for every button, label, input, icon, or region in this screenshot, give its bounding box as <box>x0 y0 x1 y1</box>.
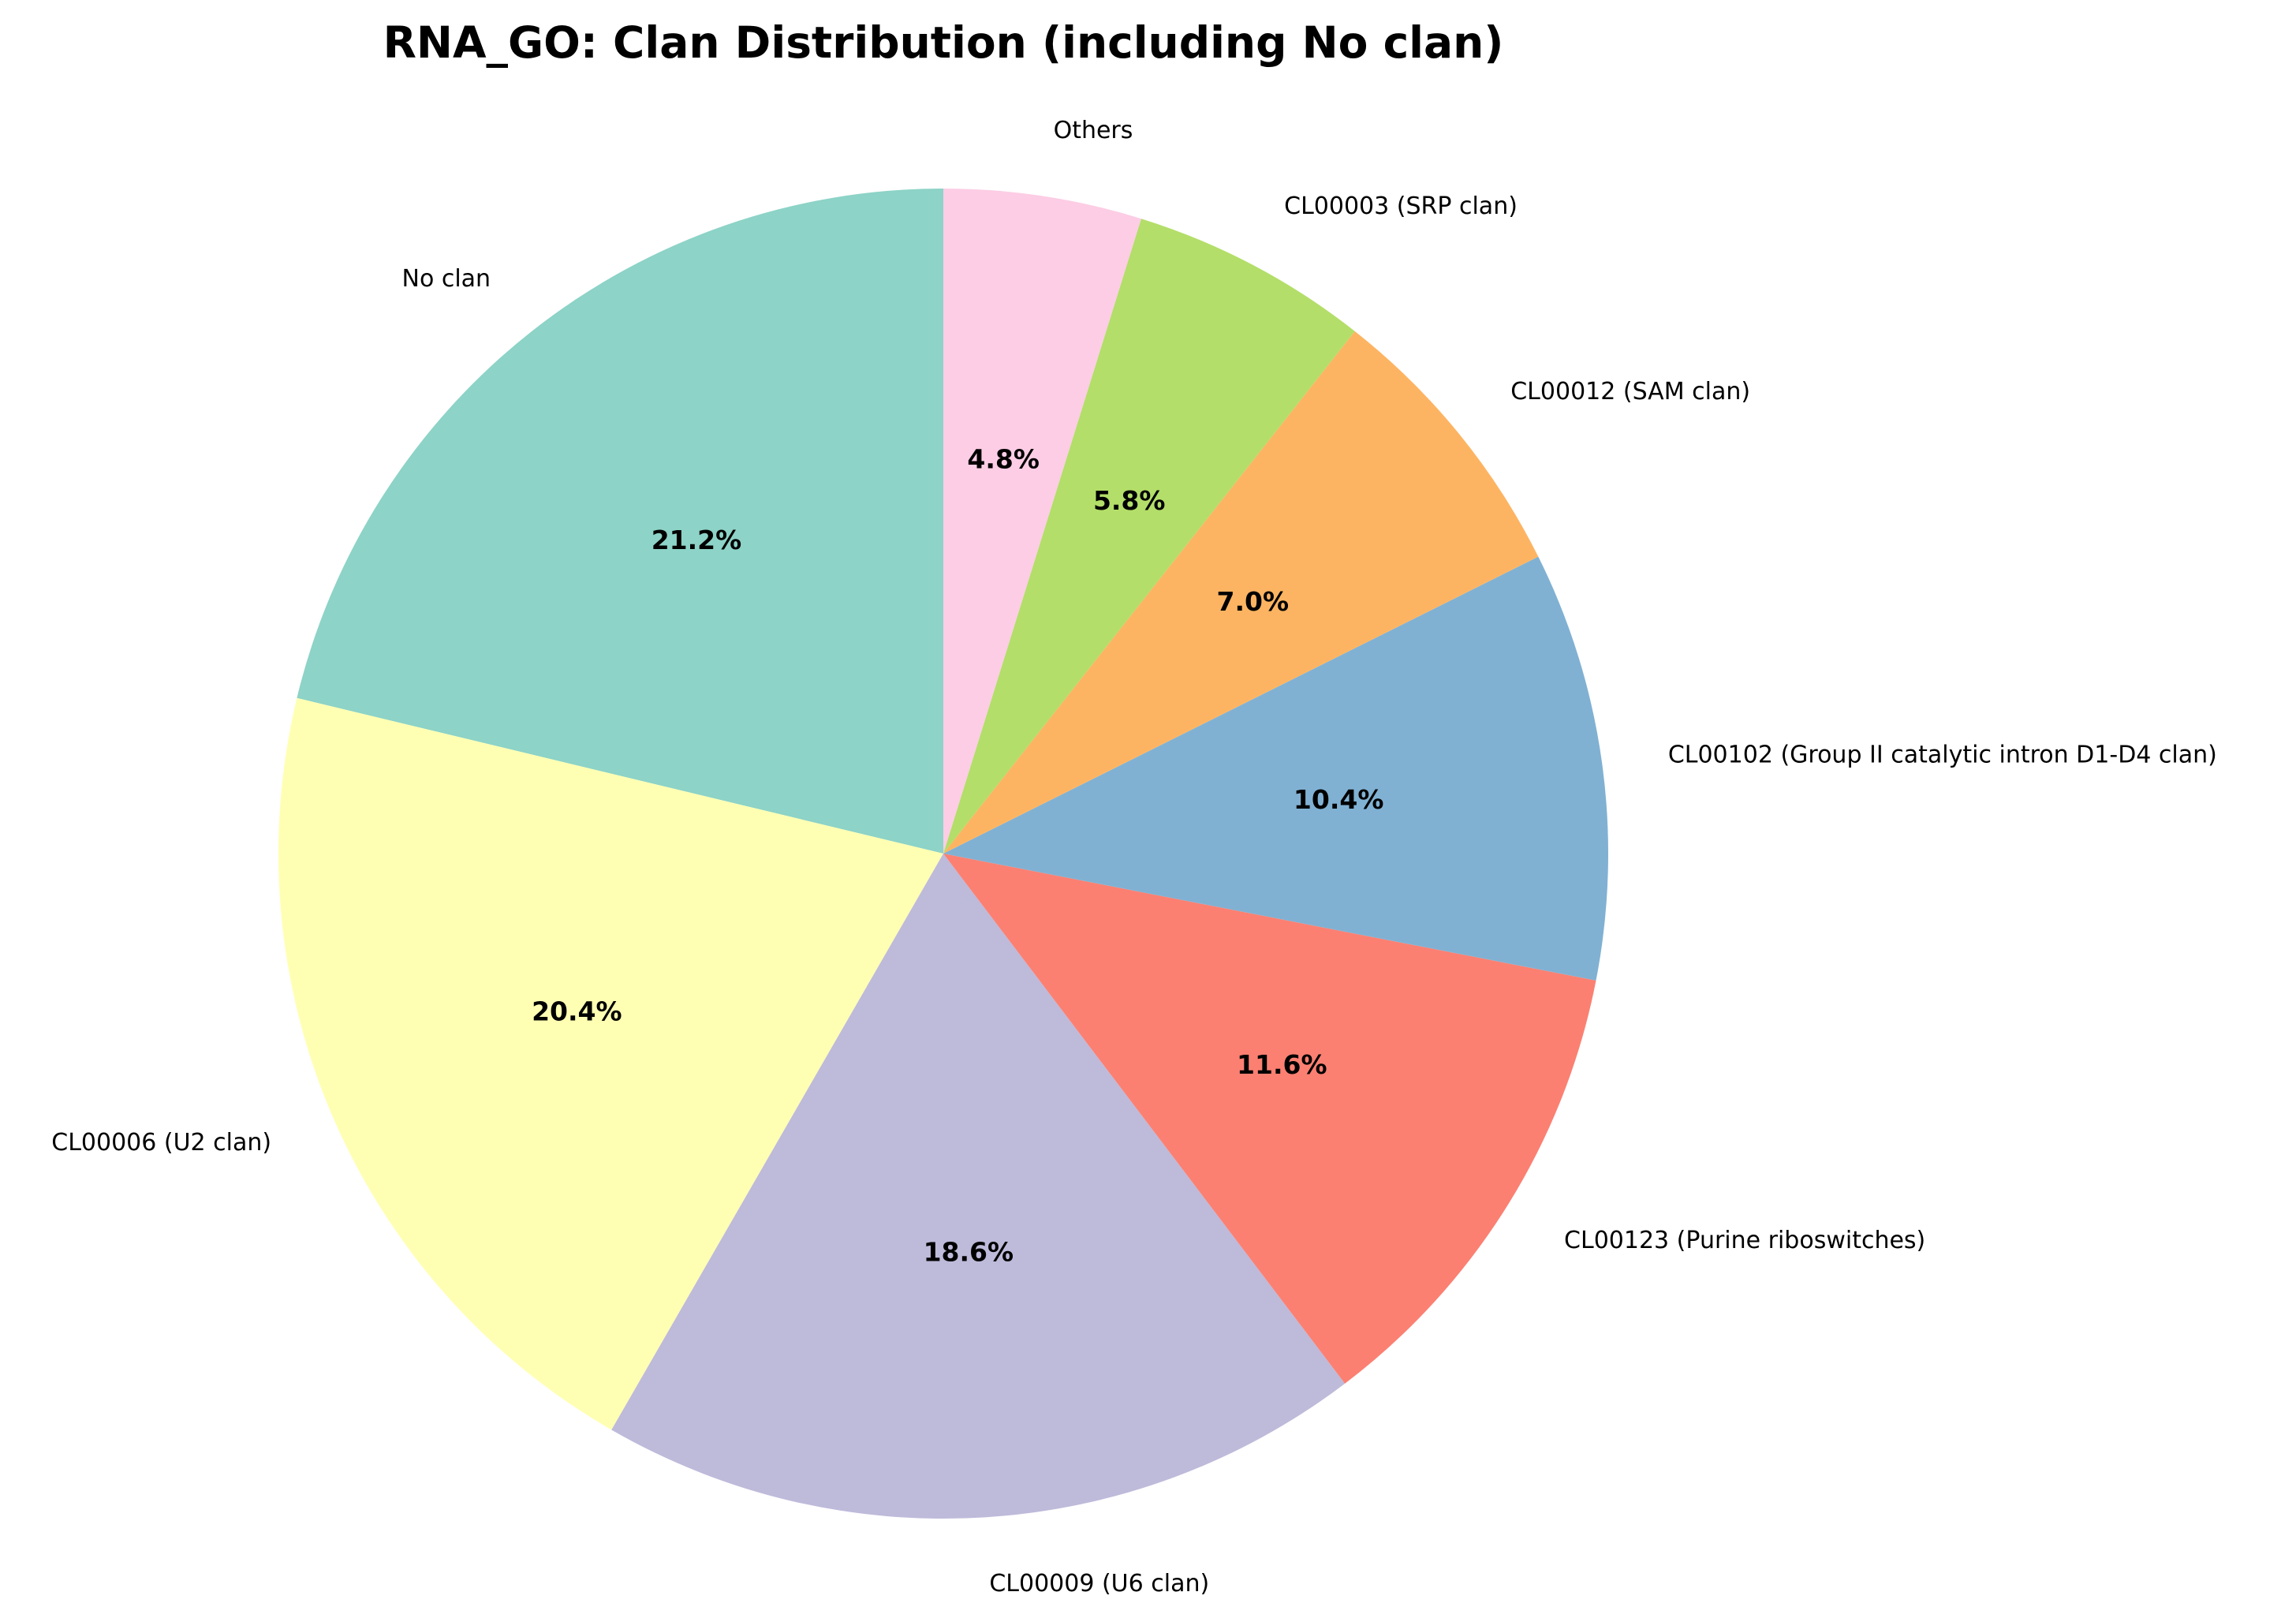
pie-slice-cl00102-group-ii-catalytic-intron-d1-d4-clan <box>943 556 1608 981</box>
percent-label-no-clan: 21.2% <box>651 525 742 555</box>
percent-label-cl00123-purine-riboswitches: 11.6% <box>1237 1049 1327 1080</box>
slice-label-cl00102-group-ii-catalytic-intron-d1-d4-clan: CL00102 (Group II catalytic intron D1-D4… <box>1668 741 2217 768</box>
slice-label-cl00123-purine-riboswitches: CL00123 (Purine riboswitches) <box>1564 1227 1925 1254</box>
percent-labels: 21.2% 20.4% 18.6% 11.6% 10.4% 7.0% 5.8% 4.8% <box>532 443 1383 1267</box>
pie-slice-cl00009-u6-clan <box>611 854 1346 1519</box>
slice-label-no-clan: No clan <box>402 265 491 293</box>
pie-slice-cl00003-srp-clan <box>943 219 1355 854</box>
pie-slices <box>278 189 1608 1519</box>
slice-label-others: Others <box>1054 117 1133 144</box>
slice-label-cl00009-u6-clan: CL00009 (U6 clan) <box>989 1570 1209 1597</box>
slice-label-cl00003-srp-clan: CL00003 (SRP clan) <box>1284 192 1518 220</box>
pie-slice-cl00006-u2-clan <box>278 697 943 1430</box>
pie-slice-no-clan <box>297 189 944 854</box>
slice-labels: No clan CL00006 (U2 clan) CL00009 (U6 clan… <box>51 117 2217 1597</box>
percent-label-cl00102-group-ii-catalytic-intron-d1-d4-clan: 10.4% <box>1294 784 1384 815</box>
pie-slice-cl00012-sam-clan <box>943 331 1539 854</box>
percent-label-cl00009-u6-clan: 18.6% <box>924 1236 1014 1267</box>
pie-slice-others <box>943 189 1141 854</box>
percent-label-others: 4.8% <box>967 443 1040 474</box>
percent-label-cl00012-sam-clan: 7.0% <box>1217 586 1290 617</box>
chart-title: RNA_GO: Clan Distribution (including No … <box>383 17 1504 68</box>
slice-label-cl00012-sam-clan: CL00012 (SAM clan) <box>1510 378 1750 405</box>
pie-slice-cl00123-purine-riboswitches <box>943 854 1596 1384</box>
percent-label-cl00003-srp-clan: 5.8% <box>1093 485 1166 516</box>
percent-label-cl00006-u2-clan: 20.4% <box>532 996 622 1026</box>
slice-label-cl00006-u2-clan: CL00006 (U2 clan) <box>51 1129 271 1157</box>
